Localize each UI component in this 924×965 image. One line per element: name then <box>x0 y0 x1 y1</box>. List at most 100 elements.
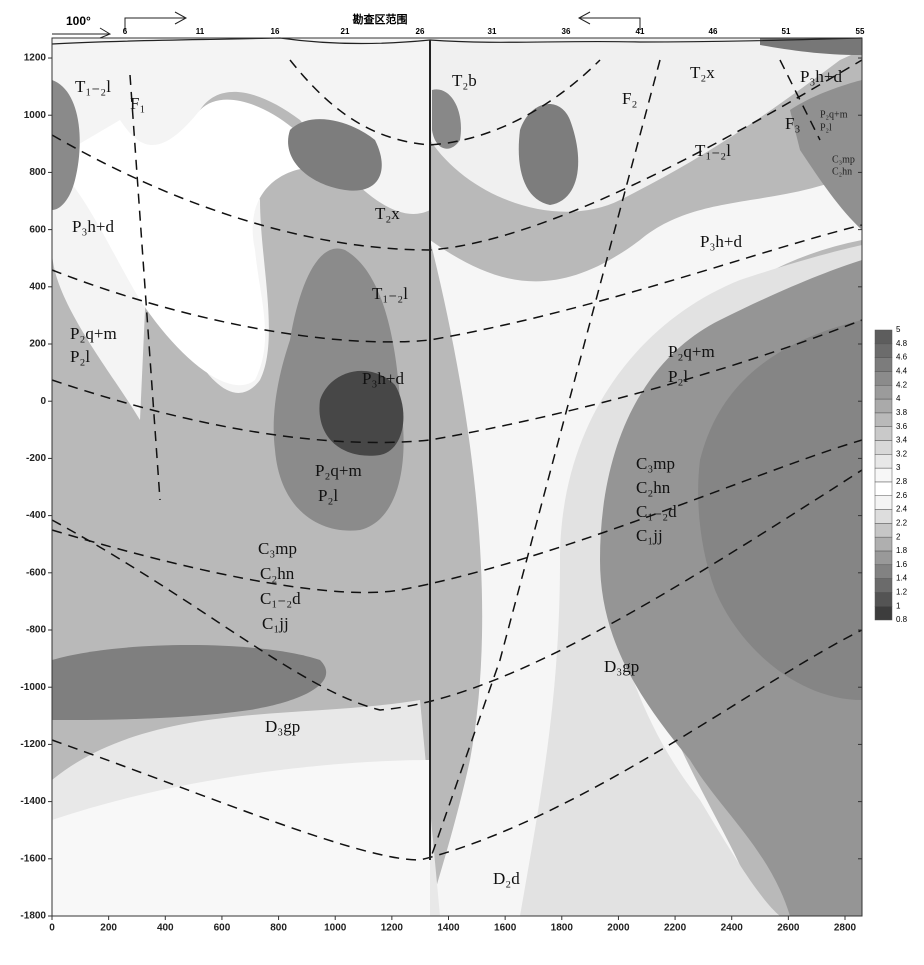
x-tick-label: 2400 <box>721 923 744 934</box>
station-label: 31 <box>488 27 497 36</box>
unit-label: P₂q+m <box>315 461 362 480</box>
unit-label: T₂b <box>452 71 477 90</box>
colorbar-band <box>874 509 893 524</box>
colorbar-band <box>874 412 893 427</box>
arrow <box>124 11 188 30</box>
unit-label: T₁₋₂l <box>75 77 111 96</box>
colorbar-label: 4.8 <box>896 339 908 348</box>
y-tick-label: 1000 <box>24 110 47 121</box>
unit-label: P₂l <box>70 347 90 366</box>
x-tick-label: 2200 <box>664 923 687 934</box>
colorbar-label: 1.8 <box>896 546 908 555</box>
x-tick-label: 1600 <box>494 923 517 934</box>
unit-label: T₂x <box>375 204 400 223</box>
colorbar-label: 4 <box>896 394 901 403</box>
colorbar-band <box>874 343 893 358</box>
colorbar-band <box>874 578 893 593</box>
colorbar-band <box>874 329 893 345</box>
unit-label: P₃h+d <box>362 369 404 388</box>
arrow <box>577 11 641 30</box>
unit-label: F₃ <box>785 114 800 133</box>
unit-label: F₂ <box>622 89 637 108</box>
colorbar-band <box>874 371 893 386</box>
colorbar-band <box>874 426 893 441</box>
y-tick-label: -200 <box>26 453 46 464</box>
station-label: 51 <box>782 27 791 36</box>
station-label: 36 <box>562 27 571 36</box>
unit-label: P₂q+m <box>668 342 715 361</box>
plot-frame <box>51 37 863 917</box>
colorbar-label: 2.6 <box>896 491 908 500</box>
unit-label: F₁ <box>130 94 145 113</box>
unit-label: C₃mp <box>258 539 297 558</box>
x-tick-label: 1000 <box>324 923 347 934</box>
colorbar-band <box>874 523 893 538</box>
boundaries <box>51 59 863 861</box>
station-label: 6 <box>123 27 128 36</box>
unit-label: T₂x <box>690 63 715 82</box>
colorbar-band <box>874 454 893 469</box>
unit-label: C₂hn <box>260 564 295 583</box>
colorbar-band <box>874 495 893 510</box>
colorbar-label: 4.6 <box>896 353 908 362</box>
colorbar-label: 1 <box>896 601 901 610</box>
unit-label: D₃gp <box>265 717 300 736</box>
colorbar-band <box>874 357 893 372</box>
colorbar-band <box>874 605 893 621</box>
x-tick-label: 1400 <box>437 923 460 934</box>
colorbar-band <box>874 398 893 414</box>
contour-field <box>52 38 862 916</box>
topography <box>51 37 863 45</box>
x-tick-label: 200 <box>100 923 117 934</box>
y-tick-label: -800 <box>26 625 46 636</box>
colorbar-label: 1.4 <box>896 574 908 583</box>
y-tick-label: -1200 <box>20 739 46 750</box>
y-tick-label: 0 <box>40 396 46 407</box>
colorbar-label: 1.6 <box>896 560 908 569</box>
unit-label: T₁₋₂l <box>695 141 731 160</box>
azimuth: 100° <box>66 14 91 28</box>
title: 勘查区范围 <box>353 12 408 26</box>
colorbar-band <box>874 467 893 483</box>
colorbar-band <box>874 564 893 579</box>
y-tick-label: -1600 <box>20 853 46 864</box>
x-tick-label: 1800 <box>551 923 574 934</box>
colorbar-label: 3.2 <box>896 449 908 458</box>
x-tick-label: 2000 <box>607 923 630 934</box>
y-tick-label: 1200 <box>24 53 47 64</box>
unit-label: P₃h+d <box>700 232 742 251</box>
y-tick-label: 400 <box>29 281 46 292</box>
unit-label: T₁₋₂l <box>372 284 408 303</box>
unit-label: C₂hn <box>832 166 852 177</box>
colorbar-band <box>874 536 893 552</box>
colorbar-band <box>874 440 893 455</box>
unit-label: C₁₋₂d <box>636 502 677 521</box>
unit-label: C₁jj <box>636 526 663 545</box>
y-tick-label: -1000 <box>20 682 46 693</box>
station-label: 21 <box>341 27 350 36</box>
y-tick-label: 200 <box>29 339 46 350</box>
unit-label: P₂l <box>668 367 688 386</box>
unit-label: C₁₋₂d <box>260 589 301 608</box>
x-tick-label: 400 <box>157 923 174 934</box>
unit-label: P₃h+d <box>800 67 842 86</box>
unit-label: P₂l <box>820 122 832 133</box>
unit-label: P₂l <box>318 486 338 505</box>
x-tick-label: 1200 <box>381 923 404 934</box>
colorbar-label: 3.8 <box>896 408 908 417</box>
colorbar-label: 3.4 <box>896 436 908 445</box>
station-label: 16 <box>271 27 280 36</box>
colorbar-label: 2.4 <box>896 505 908 514</box>
y-tick-label: -1800 <box>20 911 46 922</box>
y-tick-label: 800 <box>29 167 46 178</box>
colorbar-band <box>874 384 893 400</box>
unit-label: D₃gp <box>604 657 639 676</box>
unit-label: C₁jj <box>262 614 289 633</box>
x-tick-label: 0 <box>49 923 55 934</box>
y-tick-label: -400 <box>26 510 46 521</box>
colorbar-label: 4.2 <box>896 380 908 389</box>
station-label: 11 <box>196 27 205 36</box>
colorbar-label: 2.8 <box>896 477 908 486</box>
station-label: 41 <box>636 27 645 36</box>
